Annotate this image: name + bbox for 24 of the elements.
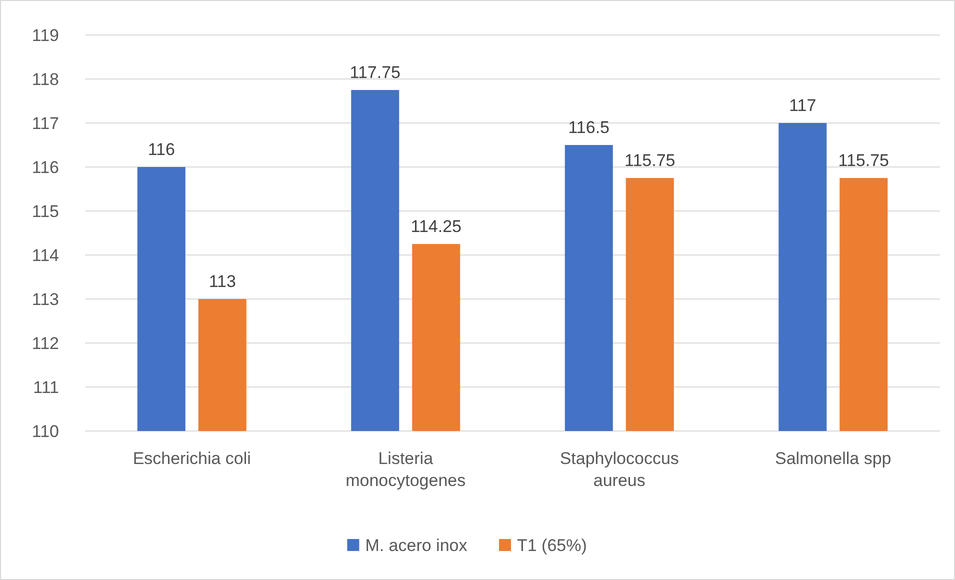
legend-label: T1 (65%) [517, 536, 587, 555]
y-tick-label: 111 [33, 378, 59, 397]
y-tick-label: 118 [32, 70, 59, 89]
x-tick-label: Escherichia coli [132, 449, 251, 468]
y-tick-label: 110 [32, 422, 59, 441]
y-tick-label: 115 [32, 202, 59, 221]
y-tick-label: 112 [32, 334, 59, 353]
y-tick-label: 117 [32, 114, 59, 133]
y-tick-label: 119 [32, 26, 59, 45]
data-label: 117.75 [350, 63, 400, 82]
x-tick-label: Salmonella spp [775, 449, 892, 468]
x-tick-label: Listeria monocytogenes [346, 449, 466, 490]
data-label: 117 [789, 96, 816, 115]
data-label: 116 [148, 140, 175, 159]
data-label: 113 [208, 272, 236, 291]
y-tick-label: 114 [32, 246, 59, 265]
legend-label: M. acero inox [365, 536, 468, 555]
y-tick-label: 116 [32, 158, 59, 177]
x-tick-label: Staphylococcus aureus [560, 449, 679, 490]
data-label: 115.75 [838, 151, 889, 170]
data-label: 114.25 [410, 217, 462, 236]
data-label: 116.5 [568, 118, 610, 137]
data-label: 115.75 [624, 151, 676, 170]
y-tick-label: 113 [32, 290, 59, 309]
